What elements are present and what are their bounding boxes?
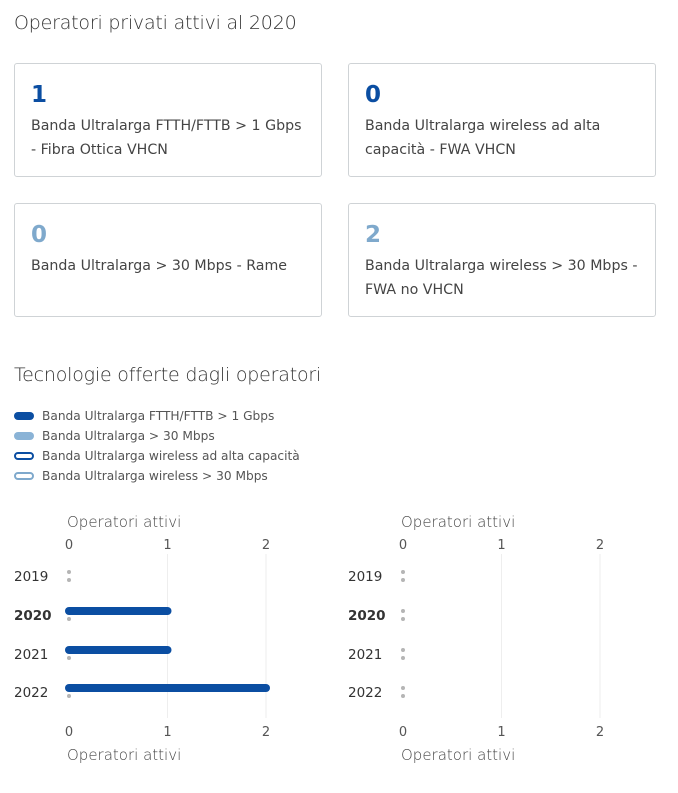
zero-dot [67,617,71,621]
x-tick-label-top: 2 [596,538,604,553]
zero-dot [401,609,405,613]
x-tick-label-bottom: 0 [65,725,73,740]
y-category-label: 2022 [348,685,382,701]
y-category-label: 2022 [14,685,48,701]
zero-dot [67,694,71,698]
zero-dot [67,570,71,574]
x-axis-title-bottom: Operatori attivi [401,746,515,764]
legend-label: Banda Ultralarga wireless > 30 Mbps [42,469,268,483]
zero-dot [67,578,71,582]
zero-dot [67,656,71,660]
stat-value: 1 [31,82,48,108]
y-category-label: 2021 [14,647,48,663]
stat-value: 0 [31,222,48,248]
stat-value: 0 [365,82,382,108]
legend-swatch [14,412,34,420]
zero-dot [401,656,405,660]
legend-swatch [14,432,34,440]
x-axis-title-top: Operatori attivi [401,513,515,531]
stat-label: Banda Ultralarga > 30 Mbps - Rame [31,258,288,274]
legend-label: Banda Ultralarga FTTH/FTTB > 1 Gbps [42,409,275,423]
stat-label: Banda Ultralarga FTTH/FTTB > 1 Gbps - Fi… [31,118,302,158]
section-title-operators: Operatori privati attivi al 2020 [14,12,297,34]
x-tick-label-bottom: 0 [399,725,407,740]
stat-value: 2 [365,222,382,248]
legend-swatch [14,472,34,480]
zero-dot [401,694,405,698]
zero-dot [401,648,405,652]
legend-label: Banda Ultralarga wireless ad alta capaci… [42,449,300,463]
y-category-label: 2021 [348,647,382,663]
x-tick-label-top: 0 [65,538,73,553]
stat-card-ftth: 1 Banda Ultralarga FTTH/FTTB > 1 Gbps - … [14,63,322,177]
legend-item: Banda Ultralarga wireless > 30 Mbps [14,466,300,486]
x-axis-title-top: Operatori attivi [67,513,181,531]
legend-label: Banda Ultralarga > 30 Mbps [42,429,215,443]
section-title-technologies: Tecnologie offerte dagli operatori [14,364,322,386]
x-tick-label-top: 1 [163,538,171,553]
y-category-label: 2020 [14,608,52,624]
y-category-label: 2019 [348,569,382,585]
x-tick-label-top: 2 [262,538,270,553]
chart-legend: Banda Ultralarga FTTH/FTTB > 1 Gbps Band… [14,406,300,486]
legend-swatch [14,452,34,460]
y-category-label: 2019 [14,569,48,585]
stat-card-rame: 0 Banda Ultralarga > 30 Mbps - Rame [14,203,322,317]
x-tick-label-top: 0 [399,538,407,553]
stat-label: Banda Ultralarga wireless ad alta capaci… [365,118,601,158]
zero-dot [401,617,405,621]
zero-dot [401,686,405,690]
chart-wired-technologies: Operatori attivi Operatori attivi 0 0 1 1 2 2 20… [14,513,270,764]
x-axis-title-bottom: Operatori attivi [67,746,181,764]
legend-item: Banda Ultralarga wireless ad alta capaci… [14,446,300,466]
y-category-label: 2020 [348,608,386,624]
legend-item: Banda Ultralarga > 30 Mbps [14,426,300,446]
chart-wireless-technologies: Operatori attivi Operatori attivi 0 0 1 1 2 2 20… [348,513,604,764]
x-tick-label-top: 1 [497,538,505,553]
stat-card-fwa-no-vhcn: 2 Banda Ultralarga wireless > 30 Mbps - … [348,203,656,317]
x-tick-label-bottom: 2 [262,725,270,740]
zero-dot [401,578,405,582]
stat-label: Banda Ultralarga wireless > 30 Mbps - FW… [365,258,638,298]
stat-card-fwa-vhcn: 0 Banda Ultralarga wireless ad alta capa… [348,63,656,177]
x-tick-label-bottom: 2 [596,725,604,740]
x-tick-label-bottom: 1 [163,725,171,740]
legend-item: Banda Ultralarga FTTH/FTTB > 1 Gbps [14,406,300,426]
x-tick-label-bottom: 1 [497,725,505,740]
zero-dot [401,570,405,574]
